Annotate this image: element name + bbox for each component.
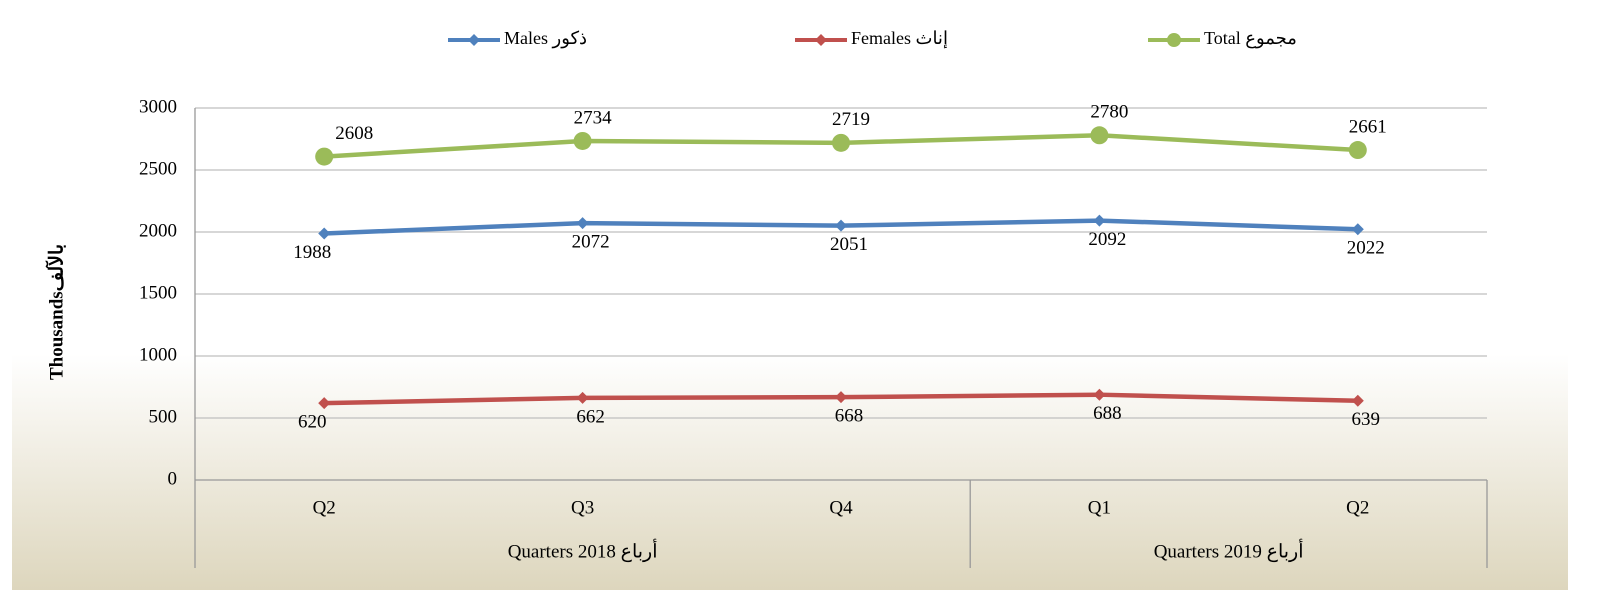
legend-label: Males ذكور [504, 28, 587, 49]
data-label: 2780 [1090, 102, 1128, 123]
data-label: 2608 [335, 123, 373, 144]
data-label: 2092 [1088, 229, 1126, 250]
point [835, 391, 847, 404]
data-label: 620 [298, 411, 327, 432]
y-tick-label: 500 [149, 406, 178, 427]
point [1348, 141, 1367, 160]
y-tick-label: 1500 [139, 282, 177, 303]
data-label: 2022 [1347, 238, 1385, 259]
point [315, 147, 334, 166]
point [1351, 223, 1364, 236]
point [832, 133, 850, 152]
data-label: 2051 [830, 234, 868, 255]
y-tick-label: 3000 [139, 96, 177, 117]
x-tick-label: Q1 [1088, 497, 1111, 518]
legend-label: Females إناث [851, 28, 948, 49]
x-tick-label: Q3 [571, 497, 594, 518]
data-label: 688 [1093, 403, 1122, 424]
point [1093, 214, 1106, 227]
y-tick-label: 2500 [139, 158, 177, 179]
legend-label: Total مجموع [1204, 28, 1297, 49]
point [318, 397, 331, 410]
x-tick-label: Q2 [1346, 497, 1369, 518]
point [576, 391, 589, 404]
x-tick-label: Q2 [313, 497, 336, 518]
data-label: 662 [576, 406, 605, 427]
group-label: Quarters 2018 أرباع [508, 537, 658, 562]
group-label: Quarters 2019 أرباع [1154, 537, 1304, 562]
point [835, 219, 847, 232]
point [318, 227, 331, 240]
y-axis-label: Thousandsبالآلف [44, 244, 67, 380]
y-tick-label: 0 [168, 468, 178, 489]
data-label: 2661 [1349, 116, 1387, 137]
chart-background [12, 0, 1568, 590]
x-tick-label: Q4 [829, 497, 853, 518]
legend-marker [1167, 33, 1181, 47]
point [1093, 388, 1106, 401]
data-label: 639 [1352, 409, 1381, 430]
point [1351, 394, 1364, 407]
point [576, 217, 589, 230]
y-tick-label: 2000 [139, 220, 177, 241]
data-label: 1988 [293, 242, 331, 263]
point [573, 131, 592, 150]
data-label: 2072 [572, 231, 610, 252]
point [1090, 126, 1109, 145]
legend-marker [815, 34, 827, 46]
data-label: 668 [835, 406, 864, 427]
legend-marker [468, 34, 480, 46]
data-label: 2719 [832, 109, 870, 130]
data-label: 2734 [574, 107, 613, 128]
y-tick-label: 1000 [139, 344, 177, 365]
